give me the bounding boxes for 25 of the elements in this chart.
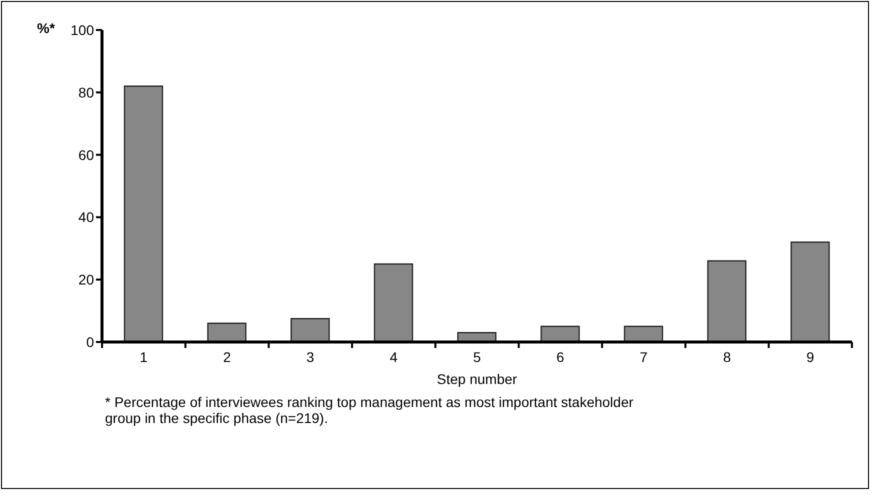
x-axis-title: Step number: [436, 371, 518, 387]
text: * Percentage of interviewees ranking top management as most important stakeholder group in the specific phase (n=219).: [105, 394, 634, 426]
x-tick-label: 1: [140, 349, 148, 365]
bar: [540, 326, 580, 342]
x-tick-label: 5: [473, 349, 482, 365]
y-tick-label: 100: [70, 22, 94, 38]
y-tick-label: 0: [86, 334, 94, 350]
y-axis-title: %*: [37, 20, 55, 36]
x-tick-label: 9: [806, 349, 814, 365]
bar: [707, 260, 746, 342]
y-tick-label: 60: [78, 146, 94, 163]
y-tick-label: 80: [78, 84, 94, 100]
bar: [790, 242, 830, 342]
x-tick-label: 2: [223, 349, 232, 365]
bar: [374, 263, 414, 342]
bar: [124, 86, 164, 342]
x-tick-label: 6: [556, 349, 564, 365]
x-tick-label: 8: [723, 349, 732, 365]
y-tick-label: 20: [78, 272, 94, 288]
y-tick-label: 40: [78, 209, 94, 226]
bar: [207, 322, 246, 342]
bar: [290, 318, 330, 342]
x-tick-label: 3: [306, 349, 314, 365]
x-tick-label: 7: [640, 349, 648, 365]
x-tick-label: 4: [390, 349, 398, 365]
